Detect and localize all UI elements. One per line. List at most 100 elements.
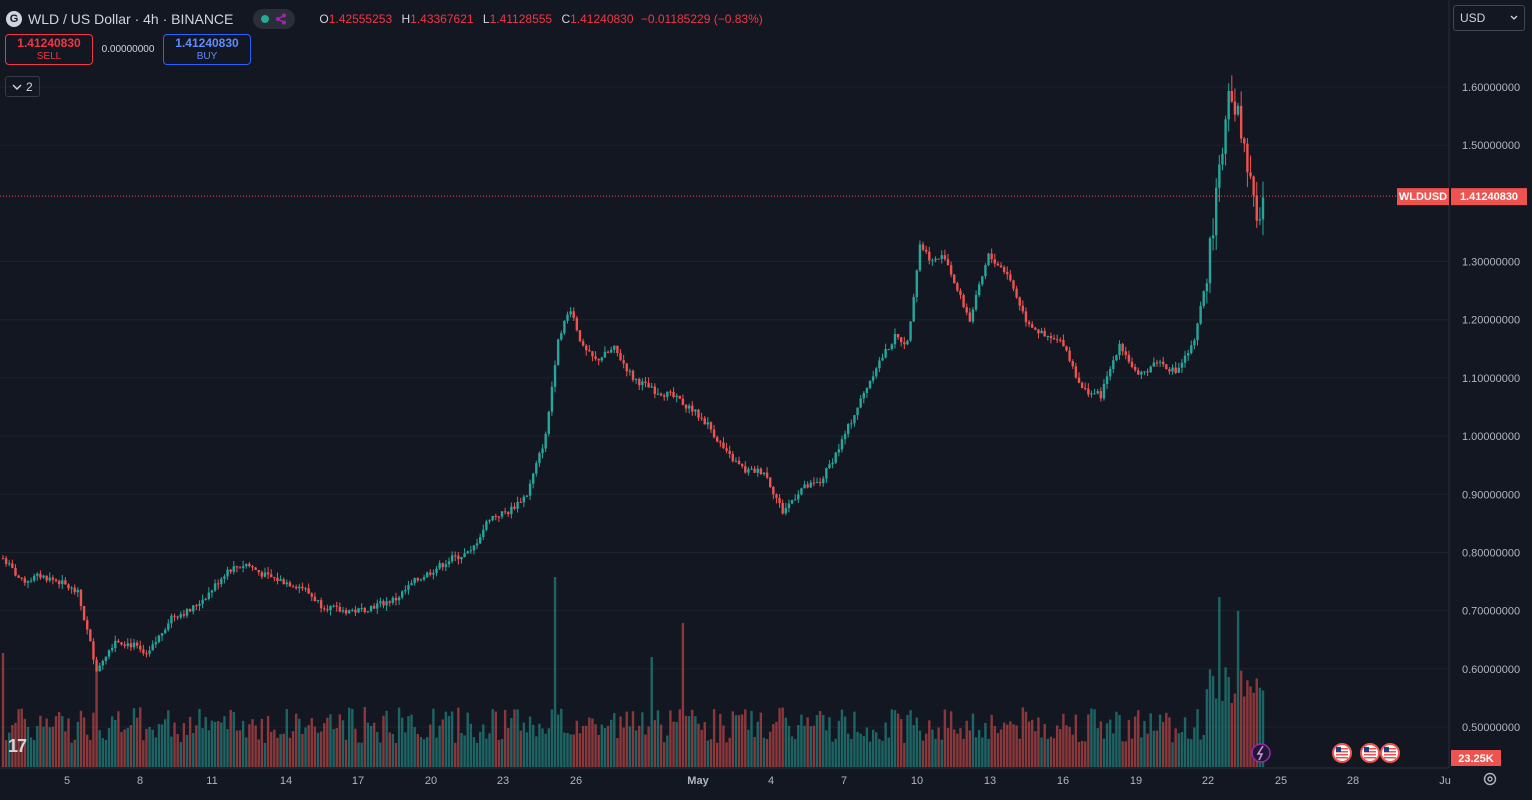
volume-bar	[1, 653, 5, 767]
candle-body	[790, 500, 794, 504]
buy-button[interactable]: 1.41240830 BUY	[163, 34, 251, 65]
time-axis[interactable]: 5 8 11 14 17 20 23 26 May 4 7 10 13 16 19 22 25 28 Ju	[0, 767, 1451, 787]
volume-bar	[862, 736, 865, 767]
candle-body	[491, 515, 494, 521]
volume-bar	[1180, 732, 1184, 767]
candle-body	[846, 424, 850, 434]
candle-body	[469, 550, 473, 552]
volume-bar	[616, 738, 619, 767]
candle-body	[1018, 297, 1021, 306]
time-tick-label: 7	[841, 775, 847, 787]
volume-bar	[1121, 741, 1124, 767]
volume-bar	[1174, 728, 1177, 767]
volume-bar	[1112, 733, 1115, 767]
volume-bar	[357, 742, 360, 767]
candle-body	[538, 453, 541, 464]
volume-bar	[491, 708, 494, 767]
candle-body	[182, 614, 186, 616]
candle-body	[1239, 105, 1243, 139]
us-flag-icon[interactable]	[1332, 743, 1352, 763]
volume-bar	[1149, 713, 1152, 767]
candle-body	[572, 311, 575, 318]
symbol-title[interactable]: WLD / US Dollar · 4h · BINANCE	[28, 11, 234, 27]
candle-body	[1130, 361, 1134, 367]
volume-bar	[1255, 678, 1258, 767]
volume-bar	[815, 715, 819, 767]
candle-body	[594, 356, 597, 359]
candle-body	[313, 596, 317, 602]
candle-body	[628, 370, 632, 372]
candle-body	[332, 605, 335, 607]
price-tick-label: 1.10000000	[1462, 373, 1520, 385]
high-value: 1.43367621	[410, 12, 474, 26]
candle-body	[503, 511, 507, 513]
volume-bar	[797, 725, 800, 767]
candle-body	[391, 597, 395, 603]
volume-bar	[656, 710, 660, 767]
candle-body	[834, 452, 837, 463]
candle-body	[266, 572, 270, 575]
candle-body	[142, 649, 145, 654]
flash-icon[interactable]	[1251, 743, 1271, 763]
us-flag-icon[interactable]	[1360, 743, 1380, 763]
candle-body	[662, 395, 666, 397]
volume-bar	[575, 720, 579, 767]
candle-body	[669, 391, 672, 393]
volume-bar	[850, 739, 853, 767]
candle-body	[179, 614, 182, 618]
candle-body	[260, 572, 264, 577]
candle-body	[722, 442, 725, 449]
volume-bar	[731, 711, 735, 767]
candle-body	[563, 320, 566, 334]
low-label: L	[482, 12, 490, 26]
candle-body	[36, 573, 39, 576]
currency-select[interactable]: USD	[1453, 5, 1525, 31]
us-flag-icon[interactable]	[1380, 743, 1400, 763]
volume-bar	[329, 714, 332, 767]
tradingview-logo-icon[interactable]: 17	[8, 736, 27, 756]
candle-body	[61, 580, 64, 585]
volume-bar	[1258, 687, 1262, 767]
volume-bar	[1027, 721, 1031, 767]
time-tick-label: 26	[570, 775, 582, 787]
volume-bar	[1009, 721, 1012, 767]
volume-bar	[254, 725, 257, 767]
volume-bar	[1068, 726, 1071, 767]
volume-bar	[1186, 738, 1190, 767]
candle-body	[294, 586, 298, 589]
time-tick-label: Ju	[1439, 775, 1451, 787]
volume-bar	[662, 742, 666, 767]
candle-body	[1027, 322, 1031, 325]
volume-bar	[1127, 719, 1131, 767]
candle-body	[725, 448, 728, 451]
volume-bar	[363, 707, 366, 767]
market-status[interactable]	[253, 9, 296, 29]
candle-body	[806, 484, 809, 488]
candle-body	[1149, 366, 1152, 373]
volume-bar	[154, 737, 158, 767]
volume-bar	[1021, 707, 1025, 767]
price-axis[interactable]: 0.50000000 0.60000000 0.70000000 0.80000000…	[1448, 0, 1520, 768]
candle-body	[326, 609, 329, 611]
candle-body	[1015, 288, 1018, 298]
market-open-dot-icon	[261, 15, 270, 23]
volume-bar	[747, 729, 750, 767]
gear-icon[interactable]	[1482, 771, 1498, 790]
candle-body	[1227, 90, 1230, 120]
volume-bar	[775, 721, 778, 767]
candle-body	[76, 589, 80, 593]
candle-body	[369, 605, 373, 612]
time-tick-label: 16	[1057, 775, 1069, 787]
volume-bar	[949, 711, 953, 767]
candle-body	[1084, 387, 1087, 389]
indicators-count: 2	[26, 79, 33, 94]
candle-body	[273, 577, 276, 579]
volume-bar	[394, 742, 398, 767]
indicators-toggle-button[interactable]: 2	[5, 76, 40, 97]
symbol-logo-icon[interactable]: G	[6, 11, 22, 27]
volume-bar	[971, 713, 975, 767]
sell-button[interactable]: 1.41240830 SELL	[5, 34, 93, 65]
candle-body	[1186, 353, 1190, 356]
